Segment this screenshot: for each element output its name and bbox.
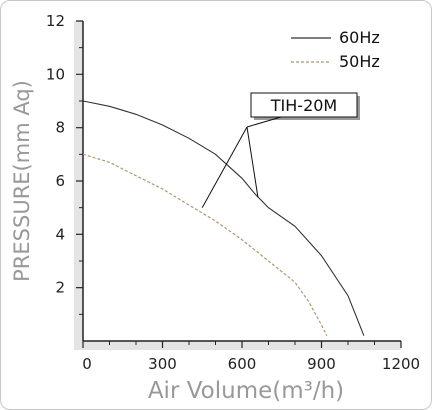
series-line-50hz <box>82 153 328 336</box>
y-tick-label: 2 <box>55 279 65 297</box>
y-tick-label: 12 <box>46 12 65 30</box>
y-tick-label: 6 <box>55 172 65 190</box>
x-axis-band <box>74 341 401 350</box>
annotation-leader <box>246 116 282 128</box>
x-tick-label: 600 <box>228 355 257 373</box>
x-tick-label: 900 <box>307 355 336 373</box>
annotation-pointer <box>201 126 248 208</box>
y-tick-label: 10 <box>46 65 65 83</box>
x-tick-label: 1200 <box>382 355 420 373</box>
annotation-box <box>250 92 358 118</box>
annotation-label: TIH-20M <box>270 96 337 115</box>
y-tick-label: 8 <box>55 119 65 137</box>
legend-label-60hz: 60Hz <box>339 28 380 47</box>
y-axis-title: PRESSURE(mm Aq) <box>10 80 34 282</box>
series-line-60hz <box>82 100 365 336</box>
legend-label-50hz: 50Hz <box>339 52 380 71</box>
y-axis-band <box>74 21 83 350</box>
y-tick-label: 4 <box>55 225 65 243</box>
x-tick-label: 0 <box>82 355 92 373</box>
x-axis-title: Air Volume(m³/h) <box>148 378 344 404</box>
annotation-pointer <box>246 126 259 198</box>
x-tick-label: 300 <box>148 355 177 373</box>
